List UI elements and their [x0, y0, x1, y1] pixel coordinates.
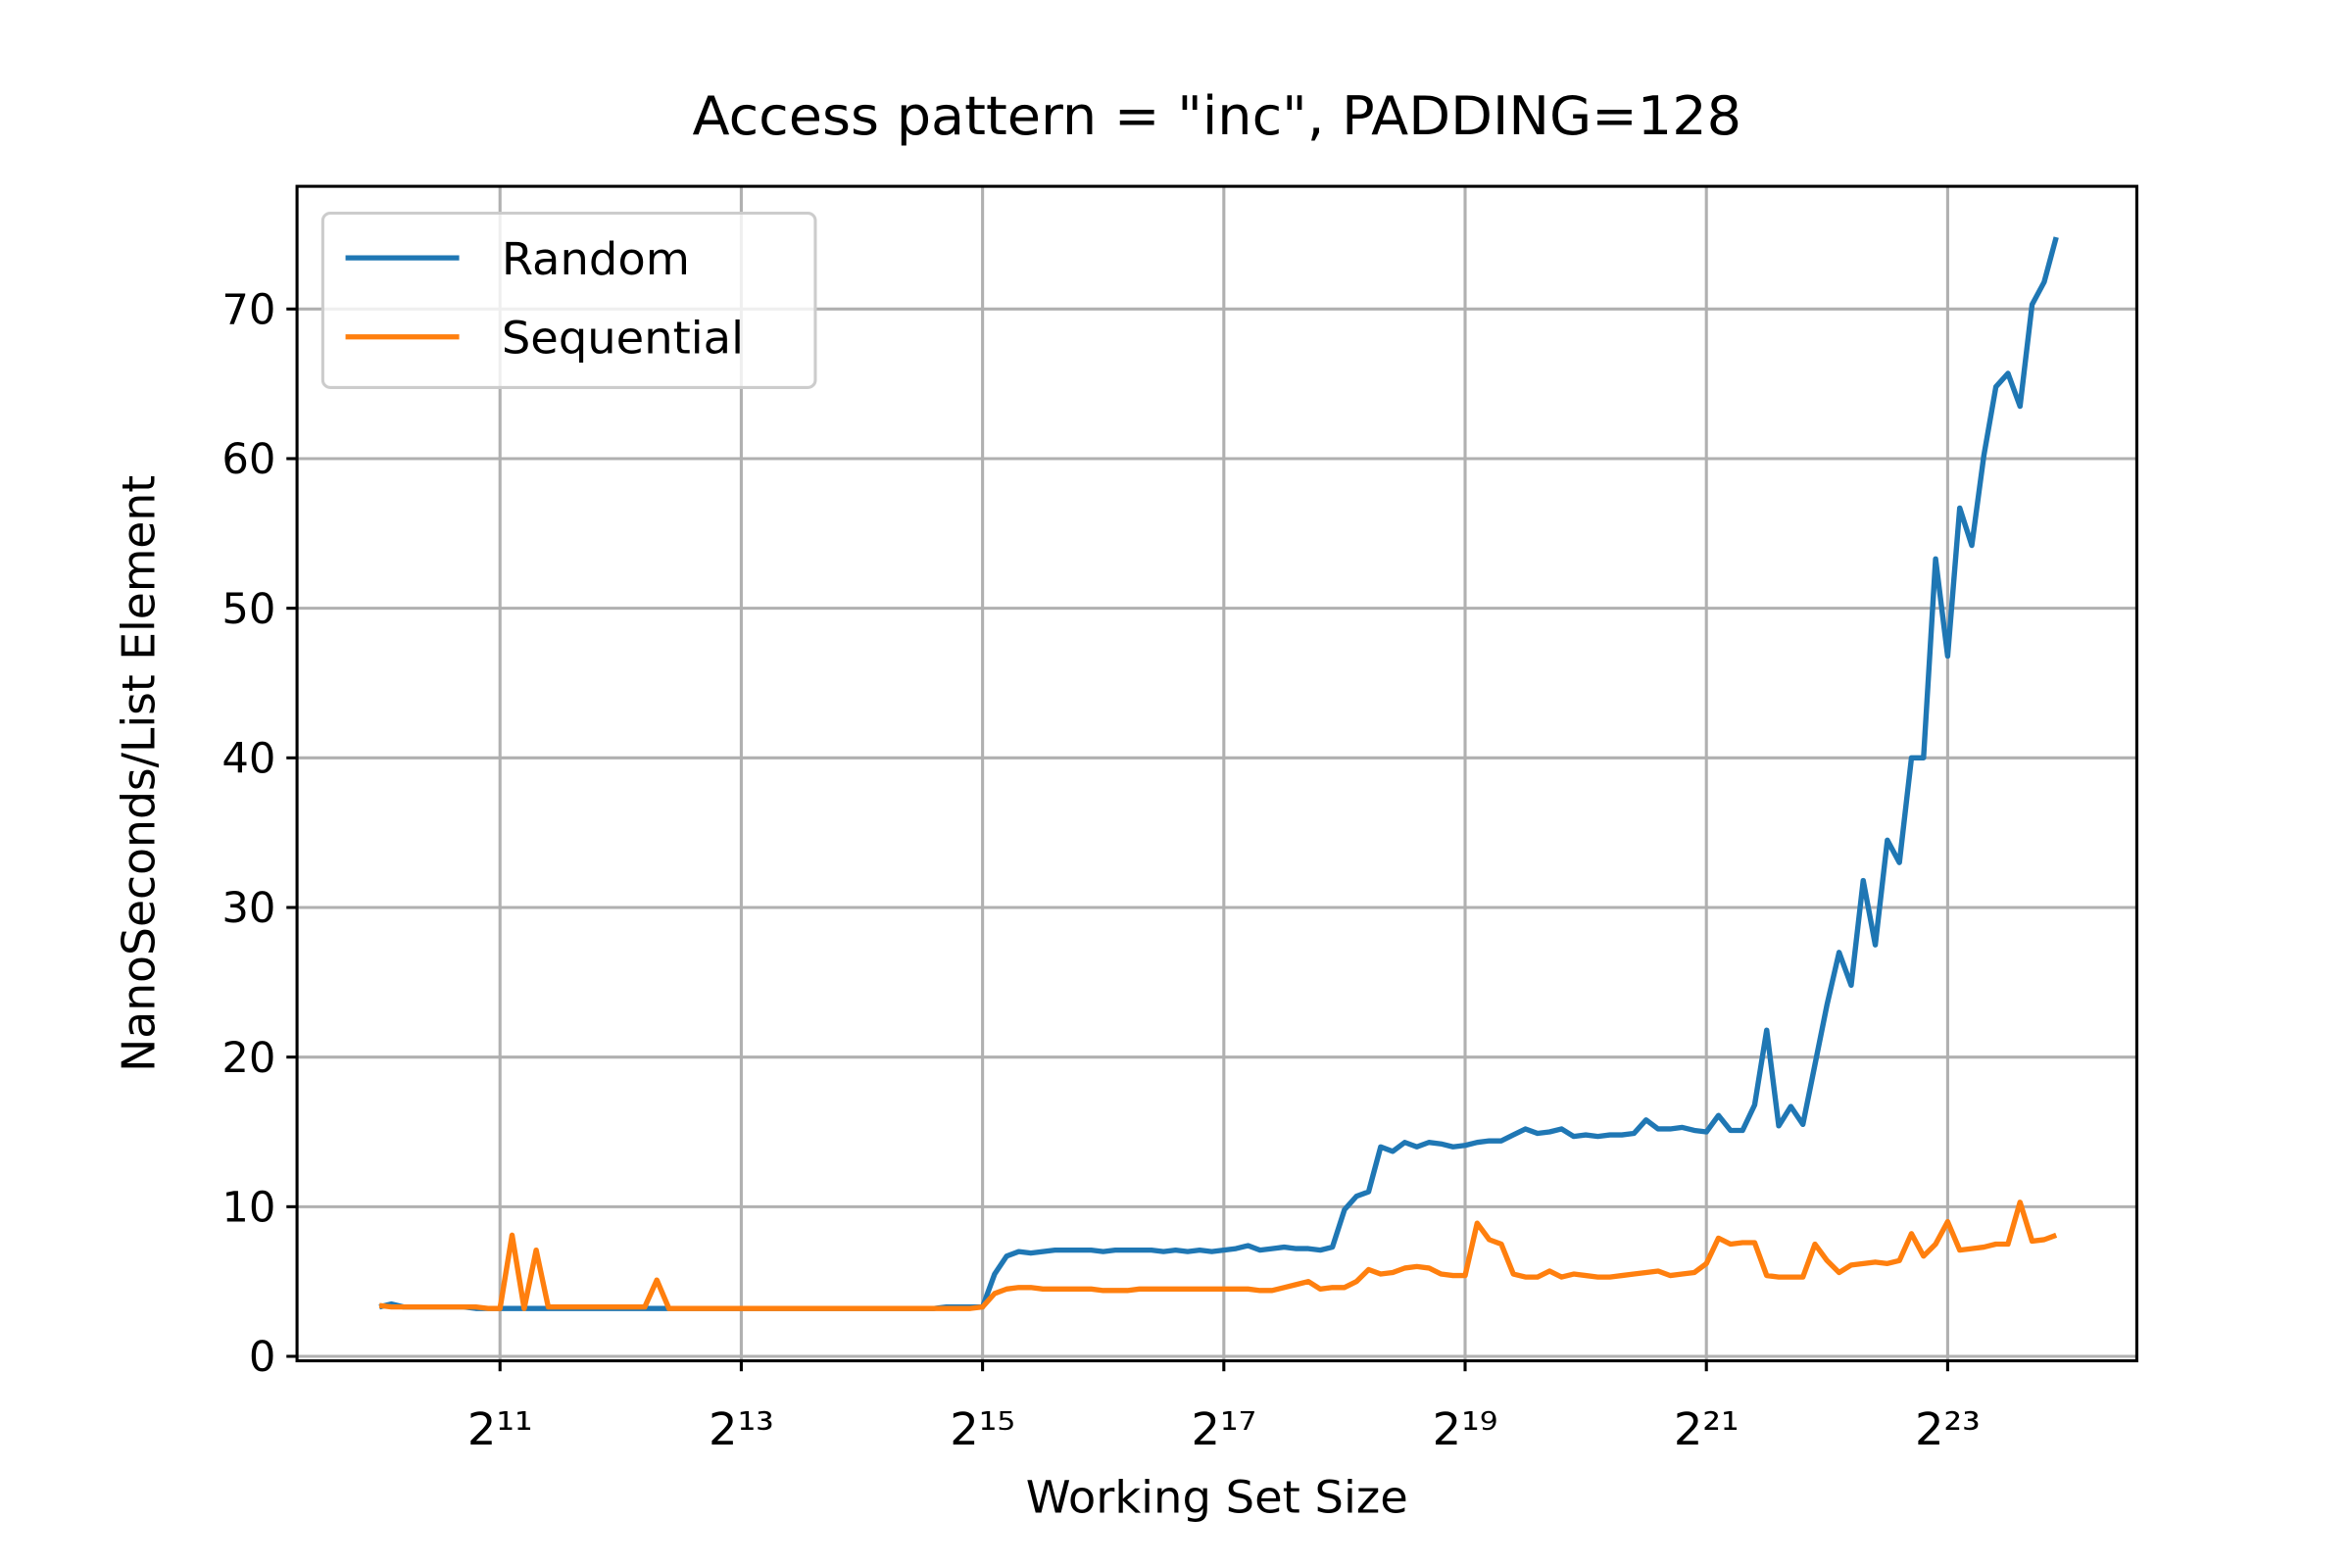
x-tick-label: 2¹³ — [709, 1402, 774, 1455]
legend-label: Sequential — [502, 312, 744, 365]
y-tick-label: 70 — [221, 286, 275, 335]
x-axis-label: Working Set Size — [1026, 1471, 1408, 1524]
y-tick-label: 10 — [221, 1184, 275, 1233]
x-tick-label: 2¹⁷ — [1191, 1402, 1256, 1455]
y-tick-label: 30 — [221, 885, 275, 934]
legend-label: Random — [502, 232, 690, 285]
x-tick-label: 2¹⁵ — [950, 1402, 1015, 1455]
axes-frame — [295, 184, 2138, 1363]
data-line — [378, 236, 2059, 1311]
y-tick-label: 20 — [221, 1034, 275, 1083]
grid: 0 10 20 30 40 50 60 70 2¹¹ 2¹³ 2¹⁵ 2¹⁷ 2¹⁹ 2²¹ 2²³ — [221, 186, 2137, 1455]
data-line — [378, 1200, 2058, 1311]
x-tick-label: 2¹¹ — [467, 1402, 533, 1455]
y-tick-label: 40 — [221, 735, 275, 784]
legend: Random Sequential — [320, 211, 817, 389]
chart-title: Access pattern = "inc", PADDING=128 — [692, 85, 1741, 147]
y-tick-label: 0 — [249, 1334, 276, 1383]
x-tick-label: 2²¹ — [1674, 1402, 1740, 1455]
x-tick-label: 2¹⁹ — [1433, 1402, 1498, 1455]
y-tick-label: 60 — [221, 436, 275, 485]
x-tick-label: 2²³ — [1915, 1402, 1981, 1455]
plot-area — [378, 236, 2059, 1311]
y-axis-label: NanoSeconds/List Element — [112, 475, 165, 1072]
y-tick-label: 50 — [221, 585, 275, 634]
